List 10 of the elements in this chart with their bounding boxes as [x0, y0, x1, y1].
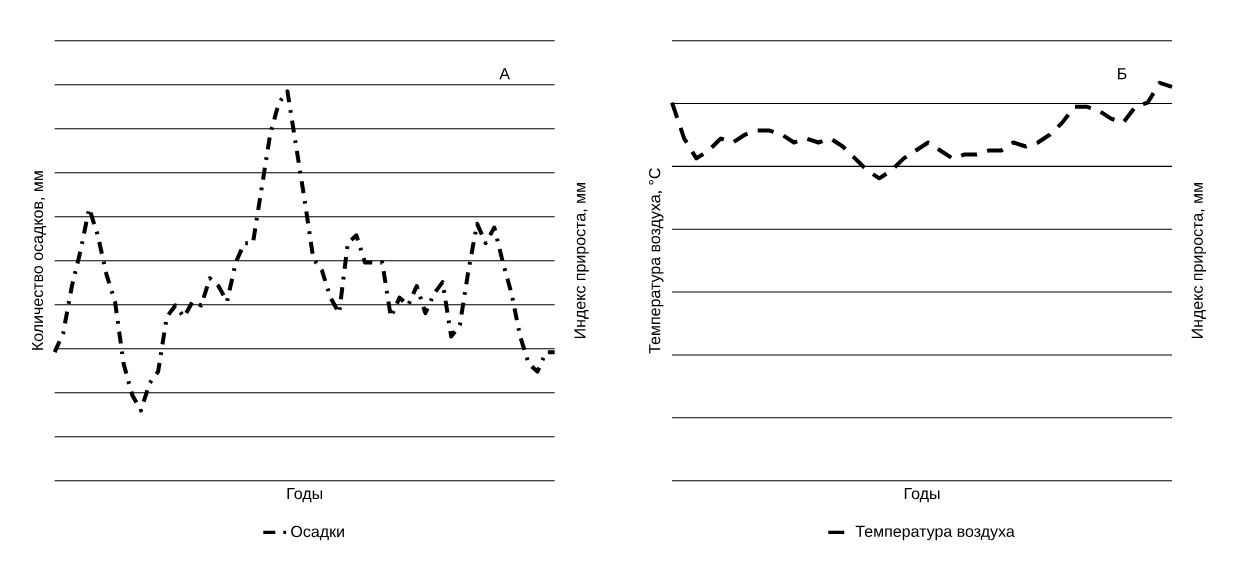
y-axis-title: Температура воздуха, °C [648, 168, 664, 354]
y-axis-title: Количество осадков, мм [31, 171, 47, 350]
y2-axis-title: Индекс прироста, мм [574, 183, 589, 339]
x-axis-title: Годы [287, 488, 323, 503]
chart-title: Б [1118, 68, 1127, 80]
y2-axis-title: Индекс прироста, мм [1191, 183, 1207, 339]
chart-title: А [499, 68, 510, 80]
legend-label: Осадки [291, 525, 344, 541]
legend-label: Температура воздуха [855, 525, 1015, 541]
x-axis-title: Годы [904, 488, 940, 503]
